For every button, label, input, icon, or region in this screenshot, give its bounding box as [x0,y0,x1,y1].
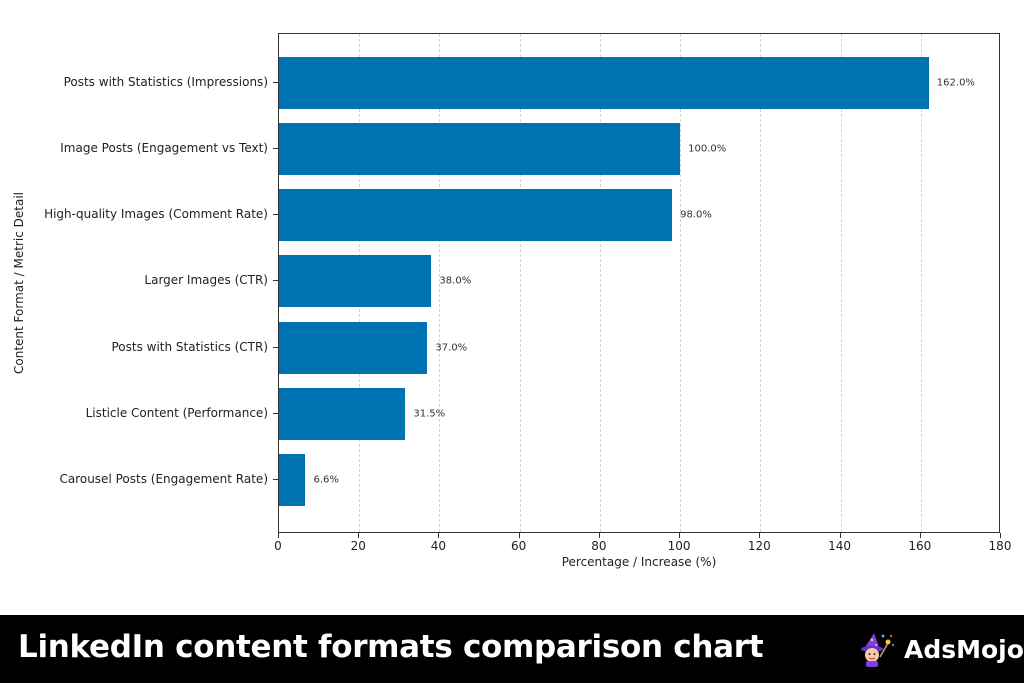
bar [279,388,406,440]
y-tick-label: Posts with Statistics (CTR) [111,339,268,354]
gridline [599,34,601,532]
bar-value-label: 6.6% [313,474,339,486]
bar [279,454,306,507]
bar [279,56,929,109]
gridline [439,34,441,532]
y-tick-mark [273,479,278,481]
x-tick-label: 0 [274,539,282,553]
y-tick-mark [273,413,278,414]
y-tick-label: Listicle Content (Performance) [85,406,268,420]
x-tick-mark [759,533,761,538]
y-tick-mark [273,147,278,149]
y-tick-label: Posts with Statistics (Impressions) [63,74,268,89]
plot-area: 162.0% 100.0% 98.0% 38.0% 37.0% 31.5% 6.6% [278,33,1000,533]
x-tick-mark [278,533,279,538]
wizard-mascot-icon [861,633,894,667]
x-tick-label: 180 [988,539,1012,553]
y-tick-mark [273,81,278,83]
x-tick-mark [679,533,681,538]
x-axis-label: Percentage / Increase (%) [561,555,717,569]
x-tick-mark [1000,533,1001,538]
y-tick-mark [273,214,278,216]
bar-value-label: 31.5% [413,408,446,420]
gridline [840,34,842,532]
brand: AdsMojo [858,631,1024,667]
banner-title: LinkedIn content formats comparison char… [18,629,764,665]
y-tick-mark [273,280,278,282]
gridline [680,34,682,532]
bar [279,255,432,308]
x-tick-label: 100 [667,539,691,553]
bar [279,122,681,175]
x-tick-label: 160 [908,539,932,553]
gridline [760,34,762,532]
y-tick-label: High-quality Images (Comment Rate) [44,207,268,222]
bar [279,321,428,374]
x-tick-label: 20 [350,539,366,553]
y-axis-label: Content Format / Metric Detail [12,192,26,374]
x-tick-mark [919,533,921,538]
x-tick-mark [438,533,440,538]
bar-value-label: 100.0% [688,143,727,155]
bar-value-label: 98.0% [680,209,712,221]
x-tick-label: 60 [511,539,527,553]
bar-value-label: 37.0% [435,342,468,354]
bar [279,189,673,242]
y-tick-mark [273,346,278,348]
x-tick-label: 40 [430,539,447,553]
x-tick-label: 80 [591,539,607,553]
y-tick-label: Carousel Posts (Engagement Rate) [59,472,268,487]
gridline [920,34,922,532]
y-tick-label: Image Posts (Engagement vs Text) [60,140,268,155]
brand-name: AdsMojo [904,634,1024,664]
footer-banner: LinkedIn content formats comparison char… [0,615,1024,683]
chart-area: Content Format / Metric Detail 162.0% 100… [12,33,1012,569]
bar-value-label: 162.0% [936,77,975,88]
bar-value-label: 38.0% [439,275,472,287]
gridline [519,34,521,532]
x-tick-label: 140 [828,539,851,553]
x-tick-label: 120 [747,539,771,553]
x-tick-mark [598,533,600,538]
x-tick-mark [358,533,360,538]
x-tick-mark [839,533,841,538]
x-tick-mark [518,533,520,538]
y-tick-label: Larger Images (CTR) [144,273,268,288]
